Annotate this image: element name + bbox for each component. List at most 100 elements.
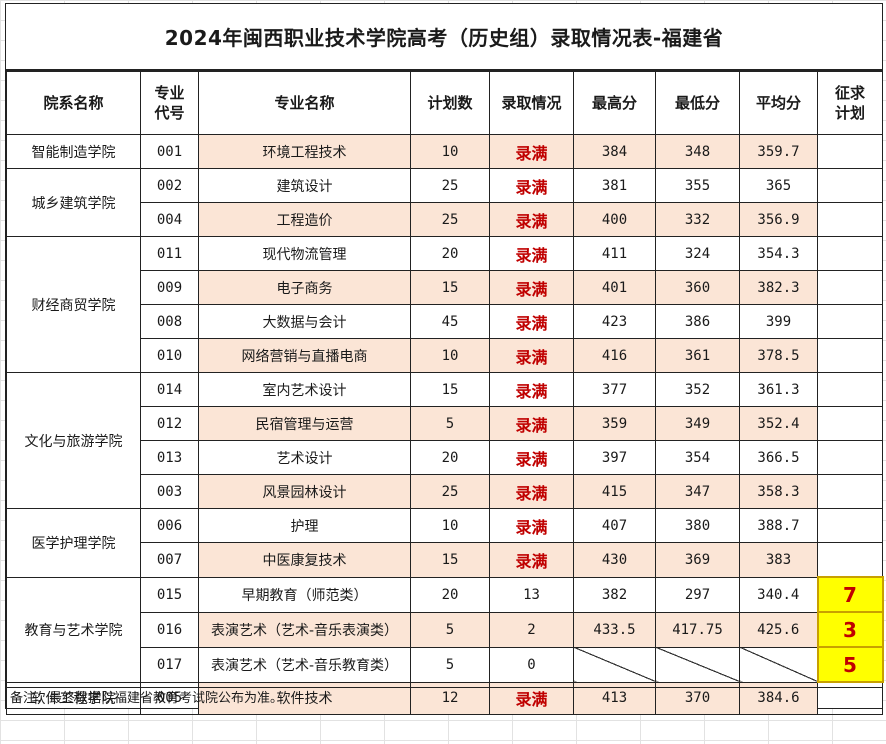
plan-cell[interactable]: 10 bbox=[410, 134, 490, 169]
dept-cell[interactable]: 智能制造学院 bbox=[6, 134, 141, 169]
header-max[interactable]: 最高分 bbox=[573, 71, 656, 135]
major-cell[interactable]: 室内艺术设计 bbox=[198, 372, 411, 407]
max-cell[interactable]: 377 bbox=[573, 372, 656, 407]
min-cell[interactable]: 360 bbox=[655, 270, 740, 305]
extra-plan-cell[interactable]: 3 bbox=[816, 611, 884, 648]
max-cell[interactable]: 430 bbox=[573, 542, 656, 578]
major-cell[interactable]: 中医康复技术 bbox=[198, 542, 411, 578]
header-dept[interactable]: 院系名称 bbox=[6, 71, 141, 135]
avg-cell[interactable]: 359.7 bbox=[739, 134, 818, 169]
dept-cell[interactable]: 医学护理学院 bbox=[6, 508, 141, 578]
major-cell[interactable]: 护理 bbox=[198, 508, 411, 543]
plan-cell[interactable]: 15 bbox=[410, 372, 490, 407]
extra-plan-cell[interactable]: 5 bbox=[816, 646, 884, 683]
major-cell[interactable]: 风景园林设计 bbox=[198, 474, 411, 509]
min-cell[interactable]: 347 bbox=[655, 474, 740, 509]
min-cell[interactable]: 349 bbox=[655, 406, 740, 441]
dept-cell[interactable]: 财经商贸学院 bbox=[6, 236, 141, 373]
avg-cell[interactable]: 382.3 bbox=[739, 270, 818, 305]
major-cell[interactable]: 建筑设计 bbox=[198, 168, 411, 203]
avg-cell[interactable]: 358.3 bbox=[739, 474, 818, 509]
max-cell[interactable]: 416 bbox=[573, 338, 656, 373]
avg-cell[interactable]: 383 bbox=[739, 542, 818, 578]
plan-cell[interactable]: 5 bbox=[410, 406, 490, 441]
max-cell[interactable]: 381 bbox=[573, 168, 656, 203]
max-cell[interactable]: 401 bbox=[573, 270, 656, 305]
code-cell[interactable]: 008 bbox=[140, 304, 199, 339]
min-cell[interactable]: 324 bbox=[655, 236, 740, 271]
max-cell[interactable]: 415 bbox=[573, 474, 656, 509]
plan-cell[interactable]: 25 bbox=[410, 474, 490, 509]
avg-cell[interactable]: 388.7 bbox=[739, 508, 818, 543]
major-cell[interactable]: 民宿管理与运营 bbox=[198, 406, 411, 441]
status-cell[interactable]: 录满 bbox=[489, 542, 574, 578]
extra-cell[interactable] bbox=[817, 508, 883, 543]
code-cell[interactable]: 006 bbox=[140, 508, 199, 543]
major-cell[interactable]: 环境工程技术 bbox=[198, 134, 411, 169]
code-cell[interactable]: 004 bbox=[140, 202, 199, 237]
avg-cell[interactable]: 356.9 bbox=[739, 202, 818, 237]
avg-cell[interactable]: 366.5 bbox=[739, 440, 818, 475]
major-cell[interactable]: 现代物流管理 bbox=[198, 236, 411, 271]
status-cell[interactable]: 13 bbox=[489, 576, 574, 613]
avg-cell[interactable]: 361.3 bbox=[739, 372, 818, 407]
max-cell[interactable]: 423 bbox=[573, 304, 656, 339]
extra-cell[interactable] bbox=[817, 304, 883, 339]
header-status[interactable]: 录取情况 bbox=[489, 71, 574, 135]
max-cell[interactable]: 384 bbox=[573, 134, 656, 169]
header-min[interactable]: 最低分 bbox=[655, 71, 740, 135]
min-cell[interactable]: 354 bbox=[655, 440, 740, 475]
header-plan[interactable]: 计划数 bbox=[410, 71, 490, 135]
min-cell[interactable]: 348 bbox=[655, 134, 740, 169]
code-cell[interactable]: 011 bbox=[140, 236, 199, 271]
plan-cell[interactable]: 20 bbox=[410, 576, 490, 613]
avg-cell[interactable]: 340.4 bbox=[739, 576, 818, 613]
code-cell[interactable]: 009 bbox=[140, 270, 199, 305]
code-cell[interactable]: 003 bbox=[140, 474, 199, 509]
extra-cell[interactable] bbox=[817, 406, 883, 441]
status-cell[interactable]: 录满 bbox=[489, 168, 574, 203]
status-cell[interactable]: 录满 bbox=[489, 304, 574, 339]
code-cell[interactable]: 017 bbox=[140, 646, 199, 683]
extra-cell[interactable] bbox=[817, 372, 883, 407]
plan-cell[interactable]: 5 bbox=[410, 646, 490, 683]
plan-cell[interactable]: 25 bbox=[410, 168, 490, 203]
extra-plan-cell[interactable]: 7 bbox=[816, 576, 884, 613]
min-cell[interactable]: 297 bbox=[655, 576, 740, 613]
status-cell[interactable]: 2 bbox=[489, 611, 574, 648]
max-cell[interactable]: 433.5 bbox=[573, 611, 656, 648]
code-cell[interactable]: 001 bbox=[140, 134, 199, 169]
extra-cell[interactable] bbox=[817, 134, 883, 169]
extra-cell[interactable] bbox=[817, 270, 883, 305]
code-cell[interactable]: 002 bbox=[140, 168, 199, 203]
min-cell[interactable]: 380 bbox=[655, 508, 740, 543]
avg-cell[interactable]: 352.4 bbox=[739, 406, 818, 441]
plan-cell[interactable]: 10 bbox=[410, 508, 490, 543]
status-cell[interactable]: 0 bbox=[489, 646, 574, 683]
status-cell[interactable]: 录满 bbox=[489, 372, 574, 407]
avg-cell[interactable]: 399 bbox=[739, 304, 818, 339]
dept-cell[interactable]: 城乡建筑学院 bbox=[6, 168, 141, 237]
code-cell[interactable]: 014 bbox=[140, 372, 199, 407]
plan-cell[interactable]: 5 bbox=[410, 611, 490, 648]
max-cell[interactable]: 411 bbox=[573, 236, 656, 271]
header-major[interactable]: 专业名称 bbox=[198, 71, 411, 135]
major-cell[interactable]: 工程造价 bbox=[198, 202, 411, 237]
status-cell[interactable]: 录满 bbox=[489, 440, 574, 475]
avg-cell[interactable]: 354.3 bbox=[739, 236, 818, 271]
avg-cell-empty[interactable] bbox=[739, 646, 818, 683]
major-cell[interactable]: 大数据与会计 bbox=[198, 304, 411, 339]
min-cell[interactable]: 332 bbox=[655, 202, 740, 237]
header-code[interactable]: 专业 代号 bbox=[140, 71, 199, 135]
major-cell[interactable]: 艺术设计 bbox=[198, 440, 411, 475]
major-cell[interactable]: 电子商务 bbox=[198, 270, 411, 305]
min-cell[interactable]: 369 bbox=[655, 542, 740, 578]
status-cell[interactable]: 录满 bbox=[489, 474, 574, 509]
status-cell[interactable]: 录满 bbox=[489, 202, 574, 237]
extra-cell[interactable] bbox=[817, 202, 883, 237]
dept-cell[interactable]: 文化与旅游学院 bbox=[6, 372, 141, 509]
plan-cell[interactable]: 15 bbox=[410, 270, 490, 305]
plan-cell[interactable]: 25 bbox=[410, 202, 490, 237]
plan-cell[interactable]: 10 bbox=[410, 338, 490, 373]
extra-cell[interactable] bbox=[817, 440, 883, 475]
